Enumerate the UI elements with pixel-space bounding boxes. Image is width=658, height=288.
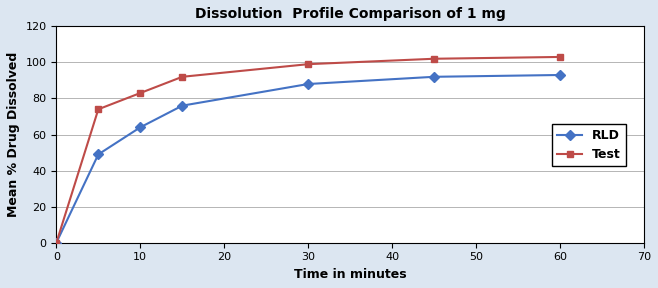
Test	[136, 91, 144, 95]
RLD	[53, 241, 61, 245]
RLD	[178, 104, 186, 107]
Test	[94, 107, 102, 111]
RLD	[556, 73, 564, 77]
RLD	[136, 126, 144, 129]
X-axis label: Time in minutes: Time in minutes	[294, 268, 407, 281]
RLD	[94, 153, 102, 156]
Title: Dissolution  Profile Comparison of 1 mg: Dissolution Profile Comparison of 1 mg	[195, 7, 505, 21]
Test	[430, 57, 438, 60]
Test	[178, 75, 186, 79]
Y-axis label: Mean % Drug Dissolved: Mean % Drug Dissolved	[7, 52, 20, 217]
RLD	[304, 82, 312, 86]
Test	[556, 55, 564, 59]
Test	[304, 62, 312, 66]
RLD	[430, 75, 438, 79]
Line: RLD: RLD	[53, 71, 563, 246]
Test	[53, 241, 61, 245]
Line: Test: Test	[53, 54, 563, 246]
Legend: RLD, Test: RLD, Test	[552, 124, 626, 166]
